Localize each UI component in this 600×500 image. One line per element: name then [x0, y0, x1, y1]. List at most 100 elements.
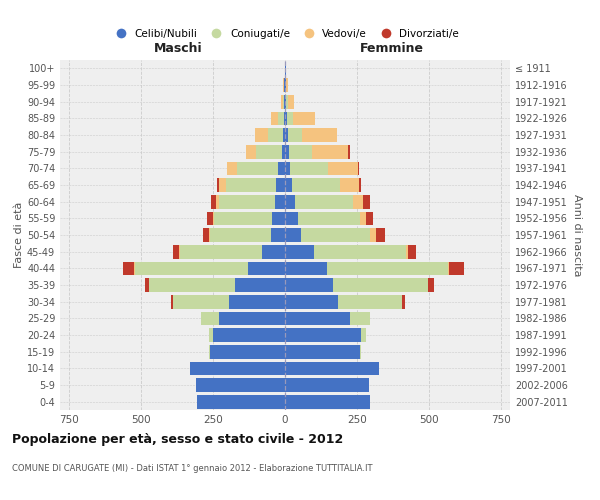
Bar — [328, 162, 358, 175]
Bar — [360, 345, 361, 358]
Bar — [235, 278, 285, 292]
Y-axis label: Anni di nascita: Anni di nascita — [572, 194, 581, 276]
Bar — [360, 212, 366, 225]
Bar — [207, 212, 213, 225]
Text: Femmine: Femmine — [360, 42, 424, 55]
Bar — [268, 128, 283, 142]
Bar — [123, 262, 134, 275]
Bar — [285, 378, 368, 392]
Bar — [340, 178, 359, 192]
Bar — [203, 228, 209, 242]
Bar — [286, 95, 288, 108]
Bar — [285, 395, 370, 408]
Bar — [285, 328, 361, 342]
Bar — [197, 395, 285, 408]
Bar — [285, 312, 350, 325]
Bar — [285, 128, 288, 142]
Bar — [255, 128, 268, 142]
Bar — [135, 262, 248, 275]
Bar — [366, 212, 373, 225]
Bar — [271, 112, 278, 125]
Bar — [214, 212, 272, 225]
Bar — [376, 228, 385, 242]
Bar — [218, 312, 285, 325]
Bar — [248, 262, 285, 275]
Text: Popolazione per età, sesso e stato civile - 2012: Popolazione per età, sesso e stato civil… — [12, 432, 343, 446]
Bar — [428, 278, 434, 292]
Bar — [272, 212, 285, 225]
Bar — [359, 178, 361, 192]
Bar — [448, 262, 449, 275]
Bar — [171, 295, 173, 308]
Bar — [295, 195, 353, 208]
Bar — [285, 162, 290, 175]
Bar — [285, 262, 327, 275]
Bar — [145, 278, 149, 292]
Bar — [283, 78, 284, 92]
Bar — [173, 295, 229, 308]
Bar — [285, 78, 286, 92]
Bar — [229, 295, 285, 308]
Bar — [285, 112, 287, 125]
Bar — [285, 278, 332, 292]
Bar — [217, 195, 218, 208]
Bar — [238, 162, 278, 175]
Bar — [209, 345, 210, 358]
Bar — [407, 245, 416, 258]
Text: Maschi: Maschi — [154, 42, 203, 55]
Bar — [313, 145, 349, 158]
Bar — [283, 128, 285, 142]
Bar — [285, 178, 292, 192]
Bar — [285, 295, 338, 308]
Bar — [338, 295, 402, 308]
Bar — [298, 212, 360, 225]
Bar — [285, 345, 360, 358]
Bar — [358, 162, 359, 175]
Bar — [262, 245, 285, 258]
Bar — [256, 145, 282, 158]
Bar — [353, 195, 363, 208]
Bar — [277, 178, 285, 192]
Bar — [363, 195, 370, 208]
Text: COMUNE DI CARUGATE (MI) - Dati ISTAT 1° gennaio 2012 - Elaborazione TUTTITALIA.I: COMUNE DI CARUGATE (MI) - Dati ISTAT 1° … — [12, 464, 373, 473]
Bar — [285, 245, 314, 258]
Bar — [285, 145, 289, 158]
Bar — [217, 178, 218, 192]
Bar — [218, 178, 226, 192]
Bar — [210, 228, 271, 242]
Bar — [246, 145, 256, 158]
Bar — [227, 162, 238, 175]
Bar — [271, 228, 285, 242]
Legend: Celibi/Nubili, Coniugati/e, Vedovi/e, Divorziati/e: Celibi/Nubili, Coniugati/e, Vedovi/e, Di… — [107, 25, 463, 44]
Bar — [292, 178, 340, 192]
Bar — [302, 128, 337, 142]
Bar — [285, 228, 301, 242]
Bar — [285, 362, 379, 375]
Bar — [285, 95, 286, 108]
Bar — [287, 112, 293, 125]
Bar — [213, 212, 214, 225]
Bar — [289, 145, 313, 158]
Bar — [282, 145, 285, 158]
Bar — [327, 262, 448, 275]
Bar — [173, 245, 179, 258]
Bar — [180, 245, 262, 258]
Bar — [290, 162, 328, 175]
Bar — [210, 345, 285, 358]
Bar — [301, 228, 370, 242]
Bar — [190, 362, 285, 375]
Bar — [226, 178, 277, 192]
Bar — [449, 262, 464, 275]
Bar — [288, 95, 293, 108]
Bar — [278, 162, 285, 175]
Bar — [406, 245, 407, 258]
Bar — [350, 312, 370, 325]
Bar — [209, 328, 213, 342]
Bar — [361, 328, 366, 342]
Bar — [202, 312, 218, 325]
Bar — [370, 228, 376, 242]
Bar — [149, 278, 235, 292]
Bar — [209, 228, 210, 242]
Bar — [286, 78, 288, 92]
Bar — [211, 195, 217, 208]
